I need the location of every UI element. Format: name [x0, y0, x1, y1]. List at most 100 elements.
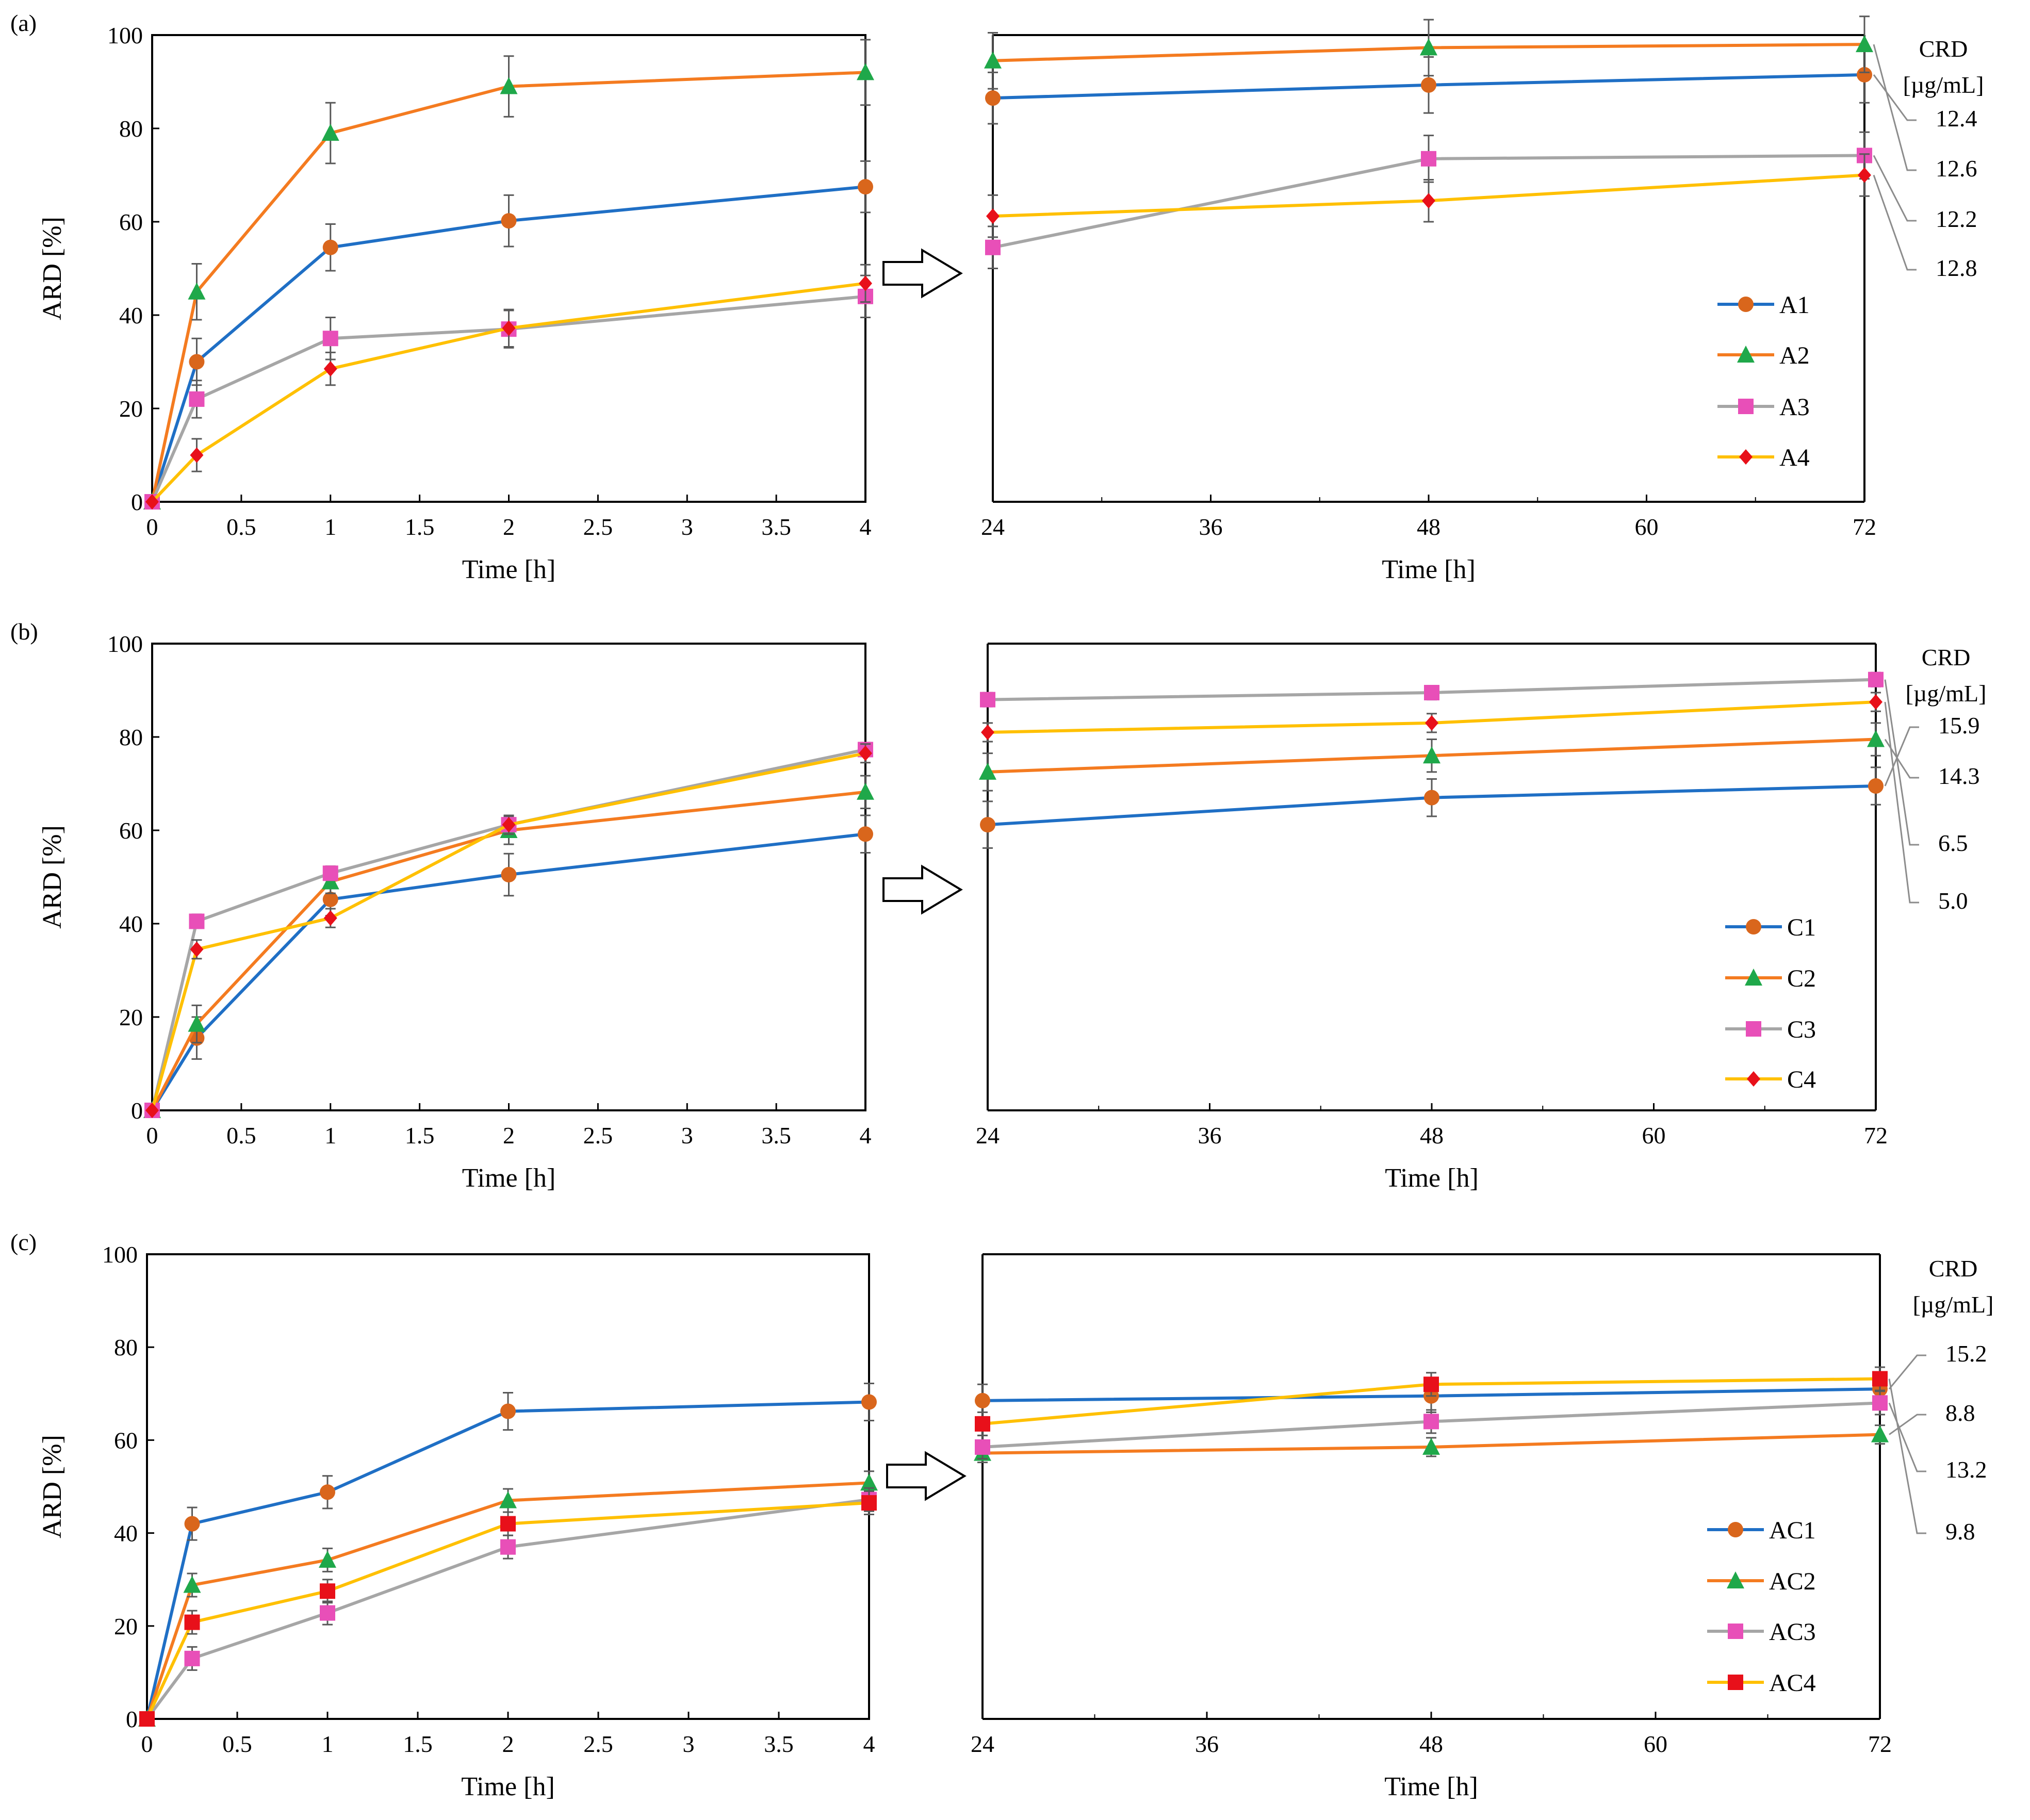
x-tick-label: 72 — [1868, 1731, 1892, 1757]
x-tick-label: 2.5 — [583, 514, 613, 540]
data-point — [501, 213, 517, 229]
data-point — [980, 692, 995, 708]
y-tick-label: 20 — [119, 1004, 143, 1030]
crd-leader-line — [1873, 155, 1917, 222]
data-point — [860, 1473, 878, 1491]
x-tick-label: 60 — [1644, 1731, 1667, 1757]
data-point — [321, 124, 339, 141]
data-point — [322, 865, 338, 881]
data-point — [502, 817, 516, 833]
series-c1 — [144, 766, 1884, 1118]
x-tick-label: 3 — [681, 514, 693, 540]
crd-value: 5.0 — [1938, 888, 1968, 914]
crd-leader-line — [1888, 1402, 1926, 1472]
legend-label: AC3 — [1769, 1618, 1816, 1646]
legend-label: AC1 — [1769, 1517, 1816, 1544]
crd-leader-line — [1884, 679, 1919, 846]
data-point — [1422, 1437, 1440, 1455]
y-tick-label: 40 — [119, 302, 143, 329]
y-tick-label: 100 — [107, 631, 143, 657]
data-point — [1421, 77, 1436, 93]
arrow-right-icon — [882, 248, 963, 299]
data-point — [320, 1484, 335, 1500]
y-tick-label: 60 — [119, 817, 143, 844]
data-point — [1423, 1414, 1439, 1430]
arrow-right-icon — [886, 1451, 967, 1501]
crd-title: CRD — [1919, 36, 1968, 62]
crd-leader-line — [1873, 174, 1917, 271]
x-tick-label: 0 — [141, 1731, 153, 1757]
crd-leader-line — [1873, 44, 1917, 171]
panel-c: (c) 0 20 40 60 80 100 0 0.5 1 1.5 2 2.5 3 3.5 4 Time [h]… — [10, 1229, 1993, 1801]
crd-value: 12.8 — [1936, 255, 1977, 281]
data-point — [859, 275, 872, 291]
x-tick-label: 4 — [860, 1122, 872, 1149]
legend-marker — [1745, 969, 1762, 986]
data-point — [189, 354, 205, 370]
y-tick-label: 0 — [131, 1097, 143, 1124]
y-tick-label: 40 — [114, 1520, 138, 1547]
legend-label: A3 — [1779, 393, 1810, 421]
data-point — [861, 1394, 877, 1410]
data-point — [1872, 1371, 1888, 1387]
series-c2 — [143, 722, 1885, 1118]
x-tick-label: 72 — [1864, 1122, 1888, 1149]
crd-value: 15.9 — [1938, 712, 1980, 739]
data-point — [1421, 151, 1436, 167]
x-axis-title: Time [h] — [462, 1163, 556, 1193]
arrow-right-icon — [882, 864, 963, 915]
legend-marker — [1738, 399, 1754, 414]
plot-frame-early — [146, 1253, 870, 1720]
legend-label: AC2 — [1769, 1568, 1816, 1595]
series-ac4 — [139, 1366, 1888, 1727]
data-point — [1422, 193, 1435, 209]
panel-label: (a) — [10, 10, 37, 36]
x-tick-label: 1 — [324, 1122, 336, 1149]
data-point — [1856, 35, 1873, 53]
x-tick-label: 3.5 — [761, 514, 791, 540]
data-point — [975, 1416, 990, 1432]
data-point — [858, 179, 873, 195]
data-point — [322, 331, 338, 347]
data-point — [984, 51, 1002, 69]
series-a1 — [144, 46, 1872, 510]
y-axis-title: ARD [%] — [38, 1435, 67, 1538]
data-point — [981, 724, 994, 740]
x-tick-label: 60 — [1642, 1122, 1666, 1149]
x-tick-label: 72 — [1853, 514, 1876, 540]
legend-marker — [1728, 1624, 1743, 1639]
data-point — [189, 391, 205, 407]
x-tick-label: 0 — [146, 1122, 158, 1149]
data-point — [502, 320, 516, 336]
crd-unit: [µg/mL] — [1903, 72, 1984, 98]
x-tick-label: 2 — [502, 1731, 514, 1757]
legend-marker — [1746, 919, 1761, 934]
y-tick-label: 20 — [114, 1613, 138, 1639]
x-tick-label: 36 — [1195, 1731, 1219, 1757]
data-point — [858, 826, 873, 842]
data-point — [320, 1583, 335, 1599]
series-a2 — [143, 15, 1873, 510]
legend-marker — [1738, 297, 1754, 312]
x-tick-label: 3.5 — [764, 1731, 794, 1757]
crd-value: 9.8 — [1945, 1518, 1975, 1545]
crd-unit: [µg/mL] — [1913, 1291, 1994, 1318]
data-point — [986, 208, 1000, 224]
x-tick-label: 48 — [1419, 1731, 1443, 1757]
y-tick-label: 0 — [131, 489, 143, 515]
data-point — [861, 1495, 877, 1511]
legend-label: C1 — [1787, 914, 1816, 941]
data-point — [1424, 685, 1439, 701]
x-axis-title: Time [h] — [461, 1772, 555, 1801]
x-tick-label: 2.5 — [583, 1122, 613, 1149]
panel-a: (a) 0 20 40 60 80 100 0 0.5 1 1.5 2 2.5 3 3.5 4 Time [h]… — [10, 10, 1984, 584]
crd-unit: [µg/mL] — [1906, 680, 1987, 707]
y-tick-label: 80 — [114, 1334, 138, 1360]
data-point — [985, 90, 1001, 106]
x-tick-label: 3 — [683, 1731, 695, 1757]
x-tick-label: 36 — [1198, 1122, 1222, 1149]
data-point — [500, 1539, 516, 1555]
data-point — [1868, 671, 1884, 687]
series-line — [151, 71, 866, 502]
x-tick-label: 4 — [860, 514, 872, 540]
